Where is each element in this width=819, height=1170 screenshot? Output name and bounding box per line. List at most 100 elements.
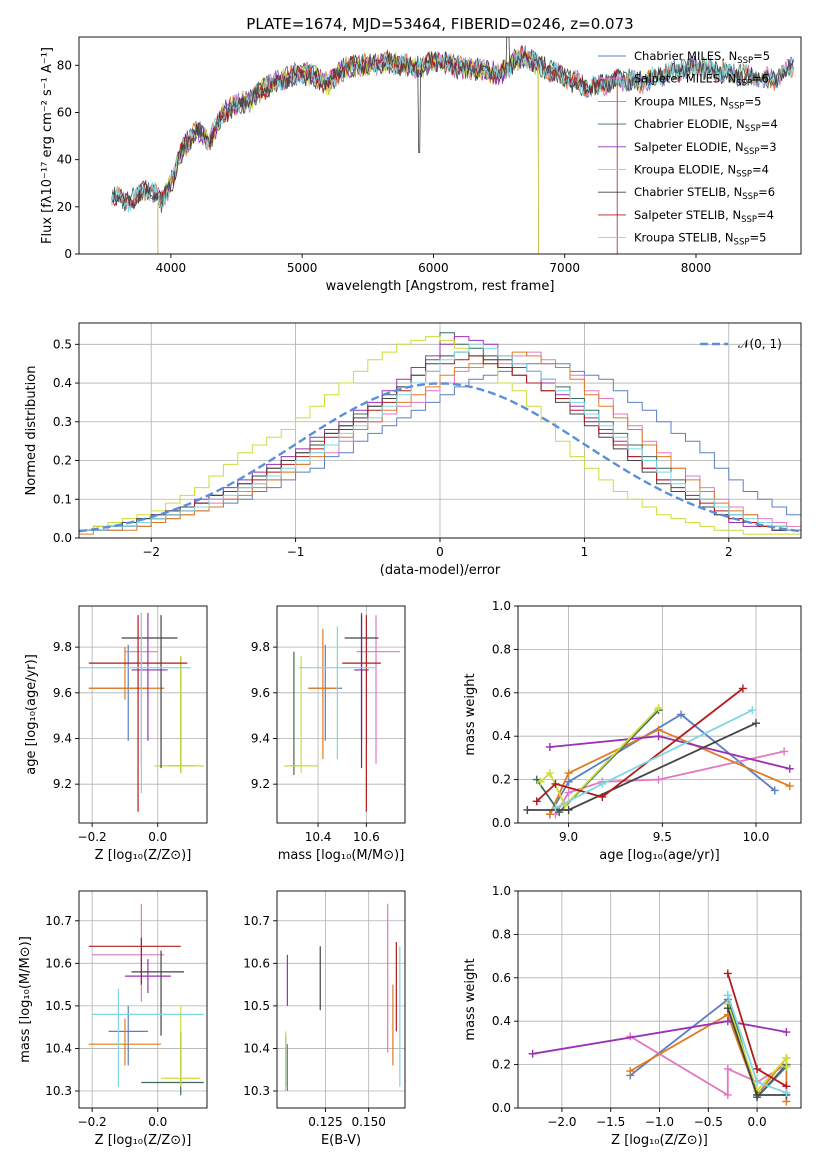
y-tick-label: 0.2 [492, 1058, 511, 1072]
y-tick-label: 9.6 [251, 686, 270, 700]
weight-marker [654, 732, 663, 741]
y-tick-label: 0.8 [492, 927, 511, 941]
y-tick-label: 9.4 [53, 731, 72, 745]
y-axis-label: mass weight [463, 673, 478, 755]
axes-frame [276, 890, 406, 1109]
y-tick-label: 10.5 [243, 999, 270, 1013]
mass-vs-extinction-panel: 0.125 0.150 10.3 10.4 10.5 10.6 10.7 E(B-V) [243, 890, 406, 1148]
plot-area [528, 969, 791, 1106]
weight-marker [782, 1088, 791, 1097]
weight-line [554, 750, 785, 815]
x-tick-label: −0.5 [694, 1115, 723, 1129]
weight-marker [564, 769, 573, 778]
y-tick-label: 10.4 [45, 1041, 72, 1055]
errorbar-point [141, 1031, 204, 1096]
spectrum-line-chabrier-stelib-n-ssp- [111, 37, 794, 209]
x-tick-label: 0.0 [148, 1115, 167, 1129]
y-tick-label: 0.1 [53, 492, 72, 506]
errorbar-point [88, 615, 188, 812]
x-tick-label: 10.0 [743, 830, 770, 844]
weight-line [539, 707, 660, 808]
mass-vs-metallicity-panel: −0.2 0.0 10.3 10.4 10.5 10.6 10.7 Z [log₁₀(Z/Z⊙… [18, 890, 208, 1148]
weight-marker [545, 769, 554, 778]
errorbar-point [308, 628, 338, 760]
y-tick-label: 20 [57, 200, 72, 214]
x-axis-label: mass [log₁₀(M/M⊙)] [278, 848, 405, 863]
x-tick-label: 5000 [287, 261, 318, 275]
y-axis-label: mass weight [463, 958, 478, 1040]
plot-area [79, 332, 801, 535]
weight-line [726, 1003, 788, 1093]
grid-lines [518, 890, 801, 1109]
axes-frame [517, 605, 802, 824]
x-tick-label: 0.150 [351, 1115, 385, 1129]
x-axis-label: Z [log₁₀(Z/Z⊙)] [95, 848, 192, 863]
x-tick-label: 6000 [418, 261, 449, 275]
spectrum-legend: Chabrier MILES, NSSP=5 Salpeter MILES, NS… [598, 49, 778, 248]
weight-line [549, 713, 776, 815]
age-vs-mass-panel: 10.4 10.6 9.2 9.4 9.6 9.8 mass [log₁₀(M/M⊙)] [251, 605, 406, 863]
weight-line [536, 687, 744, 802]
weight-marker [723, 1017, 732, 1026]
errorbar-point [344, 615, 379, 769]
y-tick-label: 10.3 [45, 1084, 72, 1098]
errorbar-point [131, 950, 185, 1036]
figure-title: PLATE=1674, MJD=53464, FIBERID=0246, z=0… [246, 15, 633, 33]
y-tick-label: 0.2 [492, 773, 511, 787]
grid-lines [79, 891, 207, 1108]
x-tick-label: −2 [142, 545, 160, 559]
errorbar-point [161, 1005, 201, 1087]
y-tick-label: 9.6 [53, 686, 72, 700]
y-tick-label: 10.6 [45, 956, 72, 970]
residual-histogram-step [79, 343, 801, 531]
y-tick-label: 10.5 [45, 999, 72, 1013]
y-tick-label: 10.6 [243, 956, 270, 970]
legend-label: Chabrier MILES, NSSP=5 [634, 49, 770, 66]
weight-marker [598, 792, 607, 801]
plot-area [111, 37, 794, 254]
weight-marker [785, 782, 794, 791]
y-tick-label: 0.8 [492, 642, 511, 656]
weight-marker [564, 788, 573, 797]
x-tick-label: 7000 [549, 261, 580, 275]
weight-marker [753, 1090, 762, 1099]
weight-marker [654, 775, 663, 784]
y-axis-label: age [log₁₀(age/yr)] [24, 654, 39, 775]
y-tick-label: 9.2 [251, 777, 270, 791]
y-tick-label: 10.7 [45, 914, 72, 928]
legend-label: Salpeter STELIB, NSSP=4 [634, 208, 774, 225]
y-tick-label: 60 [57, 105, 72, 119]
legend-label: Salpeter ELODIE, NSSP=3 [634, 140, 777, 157]
x-tick-label: −0.2 [78, 1115, 107, 1129]
y-tick-label: 0.5 [53, 337, 72, 351]
y-tick-label: 0.4 [492, 1014, 511, 1028]
x-axis-label: (data-model)/error [380, 563, 501, 578]
weight-marker [752, 719, 761, 728]
weight-marker [753, 1064, 762, 1073]
weight-vs-age-panel: 9.0 9.5 10.0 0.0 0.2 0.4 0.6 0.8 1.0 age [log₁₀(a… [463, 599, 802, 863]
x-tick-label: −1 [287, 545, 305, 559]
spectrum-line-salpeter-elodie-n-ssp- [157, 49, 539, 254]
x-tick-label: 1 [581, 545, 589, 559]
weight-marker [780, 747, 789, 756]
residual-histogram-step [79, 351, 801, 535]
x-axis-label: Z [log₁₀(Z/Z⊙)] [95, 1133, 192, 1148]
axes-frame [78, 322, 802, 539]
x-tick-label: 0.0 [148, 830, 167, 844]
y-tick-label: 0.0 [492, 816, 511, 830]
weight-marker [532, 797, 541, 806]
y-tick-label: 9.8 [251, 640, 270, 654]
y-tick-label: 0.6 [492, 971, 511, 985]
residual-histogram-panel: −2 −1 0 1 2 0.0 0.1 0.2 0.3 0.4 0.5 (data-model)/er… [24, 322, 802, 578]
x-tick-label: −1.5 [596, 1115, 625, 1129]
y-tick-label: 9.4 [251, 731, 270, 745]
weight-marker [564, 805, 573, 814]
weight-marker [545, 743, 554, 752]
y-tick-label: 9.2 [53, 777, 72, 791]
weight-marker [738, 684, 747, 693]
x-tick-label: 10.4 [305, 830, 332, 844]
y-tick-label: 0.4 [492, 729, 511, 743]
legend-label: Kroupa STELIB, NSSP=5 [634, 231, 766, 248]
y-axis-label: mass [log₁₀(M/M⊙)] [18, 936, 33, 1063]
